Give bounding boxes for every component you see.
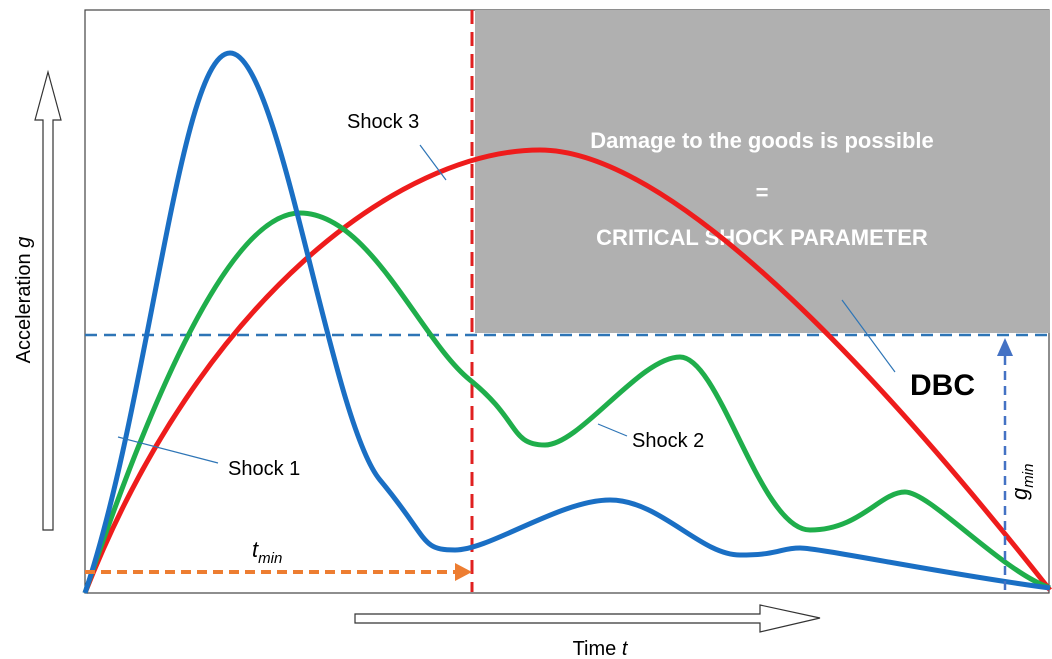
shock-2-label: Shock 2 [632, 430, 704, 452]
t-min-label: tmin [252, 537, 282, 567]
shock-3-label: Shock 3 [347, 111, 419, 133]
leader-line [117, 436, 219, 464]
x-axis-label: Time t [573, 638, 629, 659]
leader-line [419, 144, 447, 181]
leader-line [841, 299, 896, 373]
shock-1-label: Shock 1 [228, 458, 300, 480]
shock-3-curve [82, 147, 1052, 594]
arrow-head [997, 338, 1013, 356]
g-min-label: gmin [1007, 464, 1037, 500]
critical-zone [475, 10, 1050, 333]
y-axis-label: Acceleration g [13, 237, 35, 364]
shock-1-curve [82, 50, 1051, 594]
y-axis-arrow [34, 69, 62, 531]
zone-text: = [756, 180, 769, 205]
leader-line [597, 423, 628, 437]
arrow-head [455, 563, 472, 581]
dbc-label: DBC [910, 369, 975, 402]
zone-text: Damage to the goods is possible [590, 128, 934, 153]
shock-2-curve [82, 210, 1051, 594]
x-axis-arrow [354, 604, 821, 633]
zone-text: CRITICAL SHOCK PARAMETER [596, 225, 928, 250]
